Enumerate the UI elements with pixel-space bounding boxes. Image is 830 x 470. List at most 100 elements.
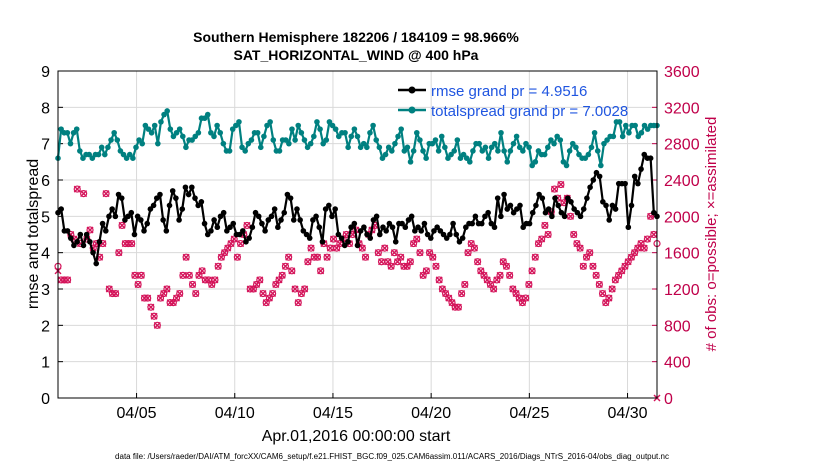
series-totalspread-point-101 [370, 122, 376, 129]
series-rmse-point-4 [67, 235, 74, 241]
obs-assimilated-marker-39 [179, 271, 187, 279]
series-totalspread-point-145 [507, 148, 514, 154]
series-rmse-point-125 [453, 231, 460, 238]
series-rmse-point-67 [268, 213, 275, 220]
obs-assimilated-marker-72 [285, 253, 293, 261]
obs-assimilated-marker-51 [217, 253, 225, 261]
series-rmse-point-64 [259, 220, 265, 227]
series-totalspread-point-11 [89, 155, 96, 161]
obs-assimilated-marker-108 [400, 262, 408, 270]
obs-assimilated-marker-64 [259, 290, 267, 298]
obs-assimilated-stroke-b-145 [518, 299, 526, 307]
obs-assimilated-stroke-b-109 [403, 262, 411, 270]
obs-possible-marker-41 [185, 271, 193, 279]
series-rmse-point-175 [612, 206, 619, 212]
x-tick-label-0: 04/05 [117, 405, 157, 422]
obs-assimilated-stroke-b-39 [179, 271, 187, 279]
series-rmse-point-172 [603, 202, 609, 209]
series-rmse-point-48 [208, 228, 214, 234]
obs-assimilated-marker-146 [522, 294, 530, 302]
series-rmse-point-14 [99, 220, 106, 227]
obs-assimilated-stroke-b-112 [413, 235, 421, 243]
obs-assimilated-marker-169 [595, 280, 603, 288]
series-totalspread-point-183 [626, 129, 632, 136]
obs-possible-marker-155 [550, 185, 559, 193]
series-totalspread-point-110 [398, 126, 404, 132]
obs-assimilated-stroke-b-77 [301, 285, 309, 293]
series-rmse-point-38 [176, 217, 182, 223]
series-totalspread-point-32 [155, 140, 161, 147]
obs-assimilated-marker-30 [150, 312, 158, 320]
series-rmse-point-78 [303, 231, 310, 238]
obs-assimilated-marker-117 [429, 253, 437, 261]
series-totalspread-point-146 [510, 140, 517, 147]
y-right-tick-label-9: 3600 [664, 64, 700, 81]
obs-assimilated-marker-184 [643, 235, 651, 243]
obs-assimilated-marker-182 [637, 240, 645, 248]
series-rmse-point-11 [90, 249, 96, 256]
obs-assimilated-stroke-b-175 [615, 271, 623, 279]
y-left-tick-label-6: 6 [41, 173, 50, 190]
series-rmse-point-34 [163, 228, 170, 234]
series-totalspread-point-34 [161, 111, 167, 118]
obs-assimilated-marker-19 [115, 249, 123, 257]
obs-assimilated-marker-106 [394, 258, 402, 266]
series-totalspread-point-5 [70, 129, 77, 136]
obs-assimilated-marker-1 [57, 276, 65, 284]
series-rmse-point-30 [150, 202, 157, 209]
obs-assimilated-stroke-b-56 [233, 253, 241, 261]
series-rmse-point-22 [125, 213, 131, 220]
series-rmse-point-108 [399, 220, 405, 227]
obs-assimilated-stroke-b-178 [624, 258, 632, 266]
series-totalspread-point-37 [170, 133, 177, 140]
obs-assimilated-marker-18 [112, 290, 120, 298]
series-rmse-point-69 [275, 224, 281, 231]
obs-assimilated-marker-155 [551, 185, 558, 193]
series-rmse-point-36 [169, 188, 176, 194]
obs-assimilated-marker-141 [506, 271, 514, 279]
chart-subtitle: SAT_HORIZONTAL_WIND @ 400 hPa [234, 47, 479, 63]
grid-lines [58, 70, 657, 399]
y-left-tick-label-8: 8 [41, 100, 50, 117]
series-rmse-point-109 [402, 224, 409, 231]
obs-assimilated-stroke-b-34 [163, 285, 171, 293]
obs-assimilated-stroke-b-165 [583, 253, 591, 261]
series-totalspread-point-99 [364, 144, 370, 151]
obs-assimilated-stroke-b-130 [470, 244, 478, 252]
obs-assimilated-stroke-b-139 [499, 258, 507, 266]
obs-assimilated-marker-172 [605, 294, 613, 302]
obs-assimilated-marker-144 [515, 294, 523, 302]
obs-assimilated-marker-34 [163, 285, 171, 293]
series-rmse-point-12 [93, 260, 100, 267]
series-totalspread-point-109 [395, 133, 401, 140]
obs-assimilated-stroke-b-85 [326, 244, 334, 252]
series-totalspread-point-178 [610, 133, 617, 140]
series-totalspread-point-120 [429, 140, 436, 147]
obs-possible-marker-105 [390, 249, 398, 257]
series-totalspread-point-23 [126, 151, 133, 158]
series-rmse-point-142 [507, 202, 514, 209]
series-totalspread-point-77 [295, 122, 302, 129]
series-rmse-point-130 [469, 220, 476, 227]
x-tick-label-5: 04/30 [608, 405, 648, 422]
series-rmse-point-136 [488, 220, 495, 227]
series-rmse-point-128 [463, 224, 469, 231]
series-totalspread-point-156 [541, 151, 548, 158]
obs-assimilated-marker-131 [474, 258, 482, 266]
obs-possible-marker-167 [589, 262, 597, 270]
series-rmse-point-3 [64, 228, 71, 234]
obs-assimilated-stroke-b-107 [397, 253, 405, 261]
series-totalspread-point-28 [142, 122, 149, 129]
obs-assimilated-stroke-b-171 [602, 299, 610, 307]
series-totalspread-point-87 [326, 119, 333, 125]
legend-spread-label: totalspread grand pr = 7.0028 [431, 103, 628, 120]
obs-assimilated-marker-101 [378, 258, 386, 266]
series-rmse-point-40 [182, 184, 189, 191]
obs-assimilated-marker-78 [304, 258, 312, 266]
series-totalspread-point-13 [95, 151, 102, 158]
obs-assimilated-marker-81 [313, 253, 321, 261]
series-rmse-point-27 [141, 228, 147, 234]
series-rmse-point-158 [558, 209, 565, 216]
obs-assimilated-marker-85 [326, 244, 334, 252]
obs-assimilated-marker-168 [592, 271, 600, 279]
